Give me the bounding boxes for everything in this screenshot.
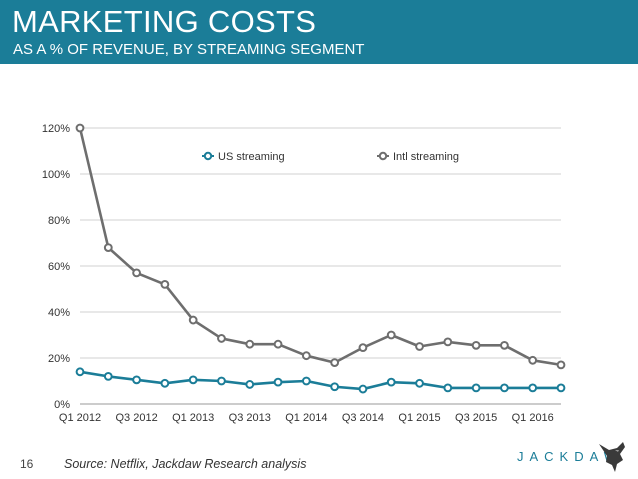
data-point-intl xyxy=(443,337,453,347)
x-tick-label: Q1 2015 xyxy=(398,412,440,424)
x-tick-label: Q3 2013 xyxy=(229,412,271,424)
data-point-us xyxy=(188,375,198,385)
x-tick-label: Q3 2012 xyxy=(115,412,157,424)
data-point-us xyxy=(415,378,424,388)
data-point-intl xyxy=(358,343,368,353)
data-point-intl xyxy=(132,268,141,278)
data-point-intl xyxy=(75,123,85,133)
data-point-us xyxy=(273,377,283,387)
grid-layer xyxy=(80,127,561,405)
data-point-intl xyxy=(188,315,198,325)
x-tick-label: Q1 2013 xyxy=(172,412,214,424)
x-tick-label: Q3 2014 xyxy=(342,412,384,424)
data-point-intl xyxy=(217,334,226,343)
data-point-intl xyxy=(556,360,566,370)
x-tick-label: Q1 2014 xyxy=(285,412,327,424)
y-tick-label: 40% xyxy=(48,307,70,319)
data-point-intl xyxy=(330,358,340,368)
y-tick-label: 100% xyxy=(42,169,70,181)
data-point-us xyxy=(245,380,255,389)
x-tick-label: Q1 2012 xyxy=(59,412,101,424)
data-point-us xyxy=(217,376,226,386)
data-point-intl xyxy=(273,339,283,349)
data-point-us xyxy=(103,372,113,381)
data-point-intl xyxy=(245,339,255,349)
data-point-us xyxy=(160,378,170,388)
data-point-us xyxy=(358,384,368,394)
logo-text: JACKDAW xyxy=(517,449,623,464)
data-point-us xyxy=(443,383,453,393)
data-point-intl xyxy=(500,340,509,350)
axis-layer: 0% 20% 40% 60% 80% 100% 120% Q1 2012 Q3 2012 Q1 2… xyxy=(42,123,554,424)
y-tick-label: 0% xyxy=(54,399,70,411)
page-number: 16 xyxy=(20,457,34,471)
series-line-intl xyxy=(78,127,562,367)
y-tick-label: 120% xyxy=(42,123,70,135)
data-point-intl xyxy=(301,351,311,361)
data-point-intl xyxy=(160,280,170,289)
data-point-us xyxy=(132,375,141,385)
line-chart: 0% 20% 40% 60% 80% 100% 120% Q1 2012 Q3 2012 Q1 2… xyxy=(42,123,566,424)
data-point-us xyxy=(500,383,509,393)
series-line-us xyxy=(79,370,561,391)
data-point-intl xyxy=(471,340,481,350)
data-point-us xyxy=(528,383,538,393)
data-point-us xyxy=(75,367,85,377)
title-banner: MARKETING COSTS AS A % OF REVENUE, BY ST… xyxy=(0,0,638,64)
y-tick-label: 20% xyxy=(48,353,70,365)
data-point-intl xyxy=(528,355,538,365)
data-point-us xyxy=(471,383,481,393)
data-point-us xyxy=(556,383,566,393)
data-point-intl xyxy=(103,243,113,253)
legend: US streaming Intl streaming xyxy=(202,151,459,163)
legend-label-us: US streaming xyxy=(218,151,285,163)
legend-swatch-marker xyxy=(378,151,388,161)
y-tick-label: 80% xyxy=(48,215,70,227)
page-title: MARKETING COSTS xyxy=(12,4,317,39)
series-layer xyxy=(75,123,566,394)
x-tick-label: Q1 2016 xyxy=(512,412,554,424)
legend-swatch-marker xyxy=(203,151,213,161)
data-point-intl xyxy=(415,342,424,351)
page-subtitle: AS A % OF REVENUE, BY STREAMING SEGMENT xyxy=(13,41,365,58)
jackdaw-logo: JACKDAW xyxy=(517,438,637,476)
legend-label-intl: Intl streaming xyxy=(393,151,459,163)
source-note: Source: Netflix, Jackdaw Research analys… xyxy=(64,457,307,471)
data-point-us xyxy=(330,382,340,392)
y-tick-label: 60% xyxy=(48,261,70,273)
data-point-us xyxy=(386,377,396,387)
x-tick-label: Q3 2015 xyxy=(455,412,497,424)
jackdaw-bird-icon xyxy=(599,442,625,472)
data-point-us xyxy=(301,376,311,386)
data-point-intl xyxy=(386,330,396,340)
